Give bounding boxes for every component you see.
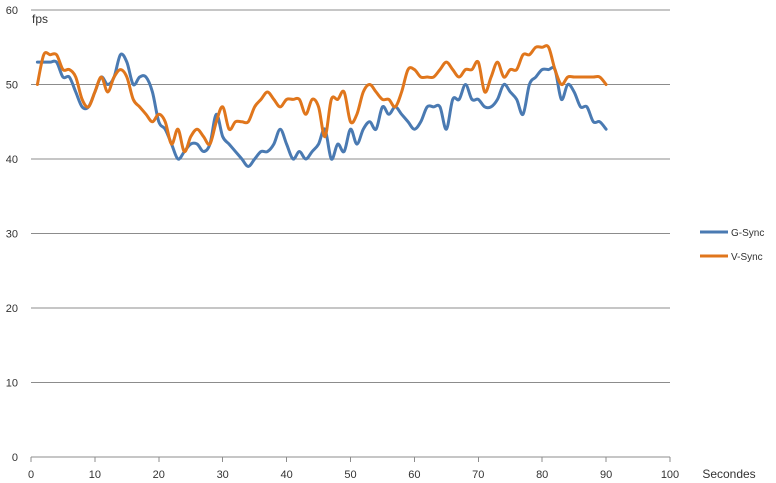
y-tick-label: 20	[6, 303, 18, 315]
y-tick-label: 60	[6, 5, 18, 17]
y-axis-tick-labels: 0 10 20 30 40 50 60	[6, 5, 18, 464]
horizontal-gridlines	[31, 9, 670, 383]
y-tick-label: 50	[6, 80, 18, 92]
legend-label-v-sync: V-Sync	[731, 252, 763, 263]
x-axis-label: Secondes	[702, 467, 755, 481]
x-tick-label: 100	[661, 469, 679, 481]
y-tick-label: 40	[6, 154, 18, 166]
x-tick-label: 50	[344, 469, 356, 481]
series-line-g-sync	[35, 52, 608, 168]
legend: G-Sync V-Sync	[700, 228, 764, 263]
x-tick-label: 90	[600, 469, 612, 481]
axes	[30, 456, 671, 462]
y-tick-label: 0	[12, 452, 18, 464]
x-tick-label: 10	[89, 469, 101, 481]
y-axis-label: fps	[32, 12, 48, 26]
x-tick-label: 70	[472, 469, 484, 481]
x-axis-tick-labels: 0 10 20 30 40 50 60 70 80 90 100	[28, 469, 679, 481]
y-tick-label: 10	[6, 378, 18, 390]
series-lines	[35, 44, 608, 168]
series-line-v-sync	[35, 44, 608, 154]
legend-label-g-sync: G-Sync	[731, 228, 764, 239]
x-tick-label: 0	[28, 469, 34, 481]
x-tick-label: 30	[217, 469, 229, 481]
y-tick-label: 30	[6, 229, 18, 241]
x-tick-label: 20	[153, 469, 165, 481]
x-tick-label: 60	[408, 469, 420, 481]
x-tick-label: 40	[280, 469, 292, 481]
x-tick-label: 80	[536, 469, 548, 481]
